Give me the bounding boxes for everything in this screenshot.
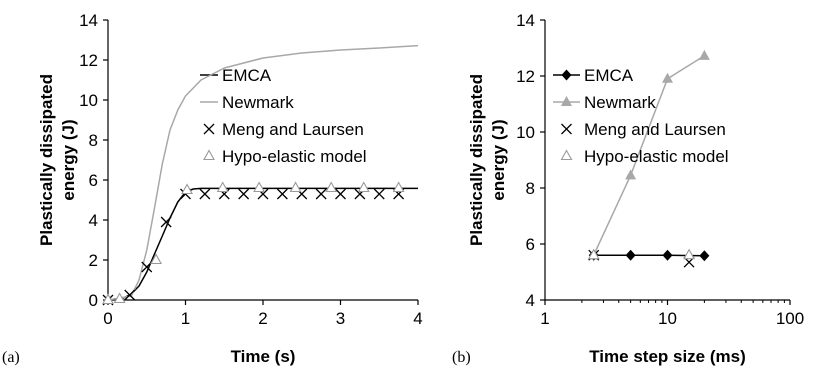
data-point-marker <box>335 188 346 200</box>
data-point-marker <box>699 250 710 262</box>
series-line <box>107 187 418 301</box>
data-point-marker <box>276 188 288 200</box>
data-point-marker <box>325 181 338 193</box>
x-axis-title: Time (s) <box>231 347 296 366</box>
y-tick-label: 8 <box>89 131 98 150</box>
panel-label-a: (a) <box>2 349 20 366</box>
x-axis-title: Time step size (ms) <box>589 347 746 366</box>
series-hypo-elastic-model <box>102 181 405 305</box>
data-point-marker <box>662 249 673 261</box>
x-tick-label: 4 <box>413 309 422 328</box>
y-tick-label: 0 <box>89 291 98 310</box>
legend-marker <box>560 149 573 161</box>
y-tick-label: 10 <box>516 123 535 142</box>
series-line <box>107 44 419 301</box>
x-tick-label: 1 <box>540 309 549 328</box>
legend-entry: EMCA <box>200 66 272 85</box>
y-tick-label: 12 <box>516 67 535 86</box>
series-hypo-elastic-model <box>587 248 696 260</box>
data-point-marker <box>141 261 153 273</box>
x-tick-label: 10 <box>658 309 677 328</box>
series-emca <box>107 187 418 301</box>
x-tick-label: 1 <box>181 309 190 328</box>
legend-entry: Meng and Laursen <box>203 120 364 139</box>
legend-marker <box>203 123 215 135</box>
legend-marker <box>561 69 572 81</box>
data-point-marker <box>199 188 211 200</box>
y-tick-label: 10 <box>79 91 98 110</box>
y-axis-title: Plastically dissipated energy (J) <box>467 74 508 246</box>
y-axis-title-line-2: energy (J) <box>59 119 78 200</box>
data-point-marker <box>698 49 710 60</box>
y-tick-label: 4 <box>89 211 98 230</box>
y-axis-title-line-2: energy (J) <box>489 119 508 200</box>
legend-label: Hypo-elastic model <box>584 147 729 166</box>
y-tick-label: 2 <box>89 251 98 270</box>
legend-label: EMCA <box>222 66 272 85</box>
legend-entry: EMCA <box>553 66 634 85</box>
y-tick-label: 14 <box>516 11 535 30</box>
data-point-marker <box>625 249 636 261</box>
legend-entry: Newmark <box>553 93 656 112</box>
y-axis-title: Plastically dissipated energy (J) <box>37 74 78 246</box>
legend-label: Newmark <box>584 93 656 112</box>
data-point-marker <box>662 72 673 83</box>
legend-entry: Hypo-elastic model <box>203 147 367 166</box>
series-line <box>593 55 705 256</box>
y-axis-title-line-1: Plastically dissipated <box>37 74 56 246</box>
y-tick-label: 6 <box>89 171 98 190</box>
legend-entry: Hypo-elastic model <box>560 147 729 166</box>
data-point-marker <box>216 181 229 193</box>
legend-entry: Newmark <box>200 93 294 112</box>
legend-label: Newmark <box>222 93 294 112</box>
data-point-marker <box>587 248 600 260</box>
data-point-marker <box>289 181 302 193</box>
data-point-marker <box>150 253 162 265</box>
legend-marker <box>203 149 215 161</box>
legend-label: Meng and Laursen <box>584 120 726 139</box>
x-tick-label: 0 <box>103 309 112 328</box>
y-tick-label: 8 <box>526 179 535 198</box>
y-tick-label: 14 <box>79 11 98 30</box>
legend-label: Hypo-elastic model <box>222 147 367 166</box>
data-point-marker <box>181 183 193 195</box>
legend-label: Meng and Laursen <box>222 120 364 139</box>
panel-label-b: (b) <box>452 349 471 366</box>
legend-entry: Meng and Laursen <box>561 120 726 139</box>
y-axis-title-line-1: Plastically dissipated <box>467 74 486 246</box>
x-tick-label: 2 <box>258 309 267 328</box>
legend-marker <box>561 123 572 135</box>
legend-label: EMCA <box>584 66 634 85</box>
data-point-marker <box>315 188 327 200</box>
x-tick-label: 3 <box>336 309 345 328</box>
data-point-marker <box>357 181 370 193</box>
data-point-marker <box>113 292 126 304</box>
y-tick-label: 12 <box>79 51 98 70</box>
y-tick-label: 6 <box>526 235 535 254</box>
y-tick-label: 4 <box>526 291 535 310</box>
data-point-marker <box>625 169 637 180</box>
chart-panel-b: 4 6 8 10 12 14 1 10 100 Time step size (ms) Plasti… <box>467 11 804 366</box>
data-point-marker <box>160 216 172 228</box>
data-point-marker <box>392 181 405 193</box>
series-meng-and-laursen <box>588 249 695 268</box>
data-point-marker <box>238 188 250 200</box>
series-newmark <box>107 44 419 301</box>
x-tick-label: 100 <box>776 309 804 328</box>
legend-marker <box>561 96 572 106</box>
data-point-marker <box>124 289 136 301</box>
data-point-marker <box>253 181 266 193</box>
data-point-marker <box>373 188 385 200</box>
data-point-marker <box>683 248 696 260</box>
data-point-marker <box>102 293 114 305</box>
